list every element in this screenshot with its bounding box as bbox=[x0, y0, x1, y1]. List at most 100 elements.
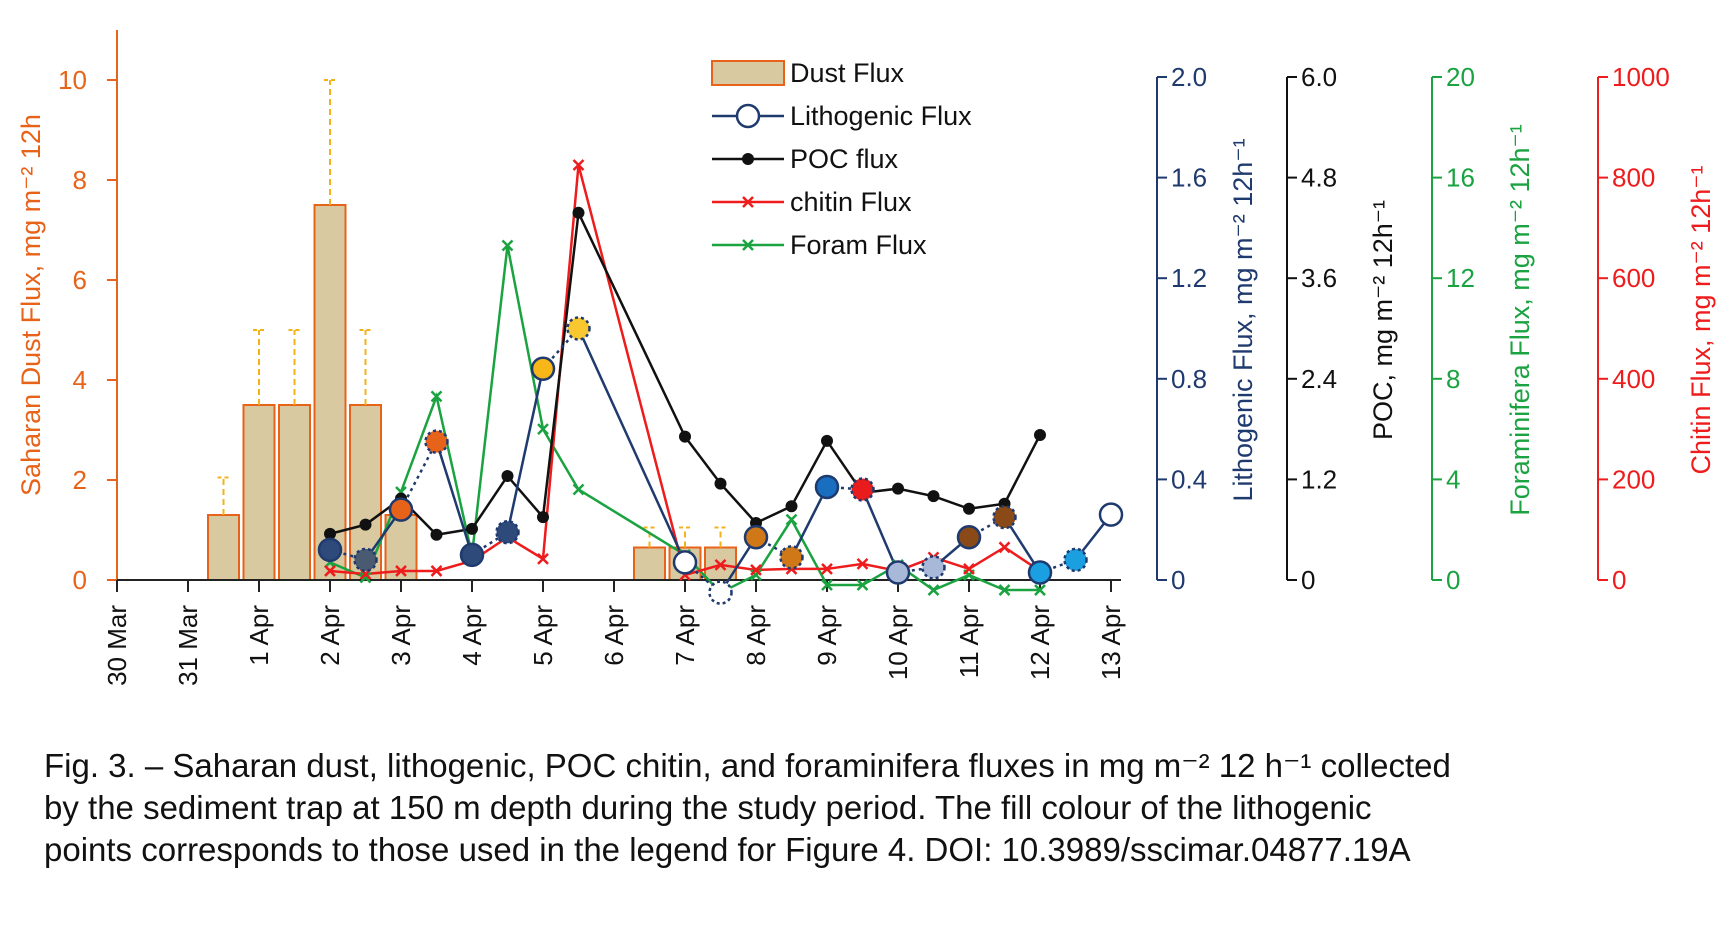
legend-chitin-label: chitin Flux bbox=[790, 187, 912, 217]
lithogenic-point bbox=[672, 550, 698, 575]
chitin-tick-label: 600 bbox=[1612, 263, 1655, 293]
x-tick-label: 3 Apr bbox=[386, 605, 416, 666]
poc-point bbox=[785, 500, 798, 513]
dust-tick-label: 0 bbox=[73, 565, 87, 595]
foram-axis: 0 4 8 12 16 20 Foraminifera Flux, mg m⁻² 12h⁻¹ bbox=[1431, 62, 1535, 595]
legend-lithogenic-label: Lithogenic Flux bbox=[790, 101, 972, 131]
foram-tick-label: 12 bbox=[1446, 263, 1475, 293]
poc-point bbox=[927, 490, 940, 503]
poc-point bbox=[892, 482, 904, 495]
chitin-point bbox=[430, 565, 443, 577]
foram-point bbox=[359, 571, 372, 584]
lithogenic-point bbox=[992, 504, 1017, 530]
x-tick-label: 9 Apr bbox=[812, 605, 842, 666]
poc-tick-label: 0 bbox=[1301, 565, 1315, 595]
legend-poc-marker bbox=[742, 153, 754, 165]
legend-foram-label: Foram Flux bbox=[790, 230, 927, 260]
poc-point bbox=[1034, 428, 1046, 441]
lithogenic-segment bbox=[399, 441, 438, 511]
chitin-point bbox=[395, 565, 407, 577]
chitin-point bbox=[963, 563, 975, 575]
chitin-point bbox=[856, 558, 869, 570]
dust-axis-label: Saharan Dust Flux, mg m⁻² 12h bbox=[16, 114, 46, 496]
legend-foram-marker bbox=[742, 239, 754, 251]
chitin-point bbox=[537, 552, 549, 565]
foram-tick-label: 20 bbox=[1446, 62, 1475, 92]
lithogenic-tick-label: 0 bbox=[1171, 565, 1185, 595]
dust-bar bbox=[278, 404, 311, 581]
lithogenic-tick-label: 0.4 bbox=[1171, 464, 1207, 494]
x-tick-label: 30 Mar bbox=[102, 605, 132, 686]
lithogenic-point bbox=[1027, 560, 1053, 585]
poc-tick-label: 1.2 bbox=[1301, 464, 1337, 494]
poc-tick-label: 2.4 bbox=[1301, 364, 1337, 394]
chitin-tick-label: 200 bbox=[1612, 464, 1655, 494]
foram-tick-label: 8 bbox=[1446, 364, 1460, 394]
poc-tick-label: 3.6 bbox=[1301, 263, 1337, 293]
x-tick-label: 8 Apr bbox=[741, 605, 771, 666]
lithogenic-tick-label: 1.6 bbox=[1171, 163, 1207, 193]
chitin-tick-label: 400 bbox=[1612, 364, 1655, 394]
caption-line-2: by the sediment trap at 150 m depth duri… bbox=[44, 789, 1372, 826]
x-tick-label: 2 Apr bbox=[315, 605, 345, 666]
flux-chart: 0 2 4 6 8 10 Saharan Dust Flux, mg m⁻² 12h 30 M… bbox=[16, 30, 1716, 686]
dust-tick-label: 10 bbox=[58, 65, 87, 95]
foram-point bbox=[856, 579, 869, 591]
foram-point bbox=[572, 483, 585, 496]
lithogenic-point bbox=[530, 356, 556, 381]
foram-tick-label: 16 bbox=[1446, 163, 1475, 193]
x-tick-label: 6 Apr bbox=[599, 605, 629, 666]
lithogenic-point bbox=[921, 555, 946, 580]
poc-axis: 0 1.2 2.4 3.6 4.8 6.0 POC, mg m⁻² 12h⁻¹ bbox=[1286, 62, 1398, 595]
x-tick-label: 10 Apr bbox=[883, 605, 913, 681]
caption-line-3: points corresponds to those used in the … bbox=[44, 831, 1411, 868]
chitin-point bbox=[324, 565, 336, 577]
chitin-point bbox=[714, 559, 727, 571]
chitin-axis-label: Chitin Flux, mg m⁻² 12h⁻¹ bbox=[1686, 165, 1716, 474]
lithogenic-point bbox=[566, 316, 591, 341]
chitin-axis: 0 200 400 600 800 1000 Chitin Flux, mg m⁻² 12h… bbox=[1597, 62, 1716, 595]
poc-point bbox=[359, 518, 372, 531]
foram-axis-label: Foraminifera Flux, mg m⁻² 12h⁻¹ bbox=[1505, 124, 1535, 516]
lithogenic-tick-label: 1.2 bbox=[1171, 263, 1207, 293]
x-tick-label: 1 Apr bbox=[244, 605, 274, 666]
dust-bars bbox=[207, 79, 737, 581]
foram-point bbox=[785, 513, 798, 526]
dust-tick-label: 4 bbox=[73, 365, 87, 395]
dust-bar bbox=[207, 514, 240, 581]
lithogenic-segment bbox=[435, 441, 474, 556]
lithogenic-segment bbox=[861, 488, 900, 573]
lithogenic-segment bbox=[790, 486, 829, 558]
caption-line-1: Fig. 3. – Saharan dust, lithogenic, POC … bbox=[44, 747, 1451, 784]
chitin-point bbox=[821, 563, 833, 575]
foram-point bbox=[821, 579, 833, 591]
poc-point bbox=[466, 522, 478, 535]
foram-point bbox=[430, 390, 443, 403]
poc-line bbox=[329, 208, 1042, 537]
lithogenic-point bbox=[779, 545, 804, 570]
lithogenic-point bbox=[850, 477, 875, 502]
chitin-point bbox=[998, 541, 1011, 554]
lithogenic-point bbox=[424, 429, 449, 454]
foram-point bbox=[1034, 584, 1046, 596]
lithogenic-point bbox=[388, 497, 414, 522]
lithogenic-point bbox=[814, 474, 840, 500]
foram-point bbox=[998, 584, 1011, 596]
lithogenic-point bbox=[1063, 547, 1088, 573]
poc-point bbox=[821, 434, 833, 447]
x-axis: 30 Mar 31 Mar 1 Apr 2 Apr 3 Apr 4 Apr 5 Apr 6 A… bbox=[102, 579, 1126, 686]
chitin-tick-label: 1000 bbox=[1612, 62, 1670, 92]
lithogenic-axis: 0 0.4 0.8 1.2 1.6 2.0 Lithogenic Flux, mg m⁻² … bbox=[1156, 62, 1258, 595]
lithogenic-point bbox=[1098, 502, 1124, 527]
poc-point bbox=[572, 206, 585, 219]
x-tick-label: 31 Mar bbox=[173, 605, 203, 686]
poc-point bbox=[501, 470, 514, 483]
poc-point bbox=[679, 430, 691, 443]
lithogenic-point bbox=[885, 560, 911, 585]
x-tick-label: 4 Apr bbox=[457, 605, 487, 666]
legend-dust-swatch bbox=[711, 60, 785, 86]
lithogenic-tick-label: 2.0 bbox=[1171, 62, 1207, 92]
lithogenic-point bbox=[459, 542, 485, 568]
dust-axis: 0 2 4 6 8 10 Saharan Dust Flux, mg m⁻² 12h bbox=[16, 30, 118, 595]
x-tick-label: 7 Apr bbox=[670, 605, 700, 666]
